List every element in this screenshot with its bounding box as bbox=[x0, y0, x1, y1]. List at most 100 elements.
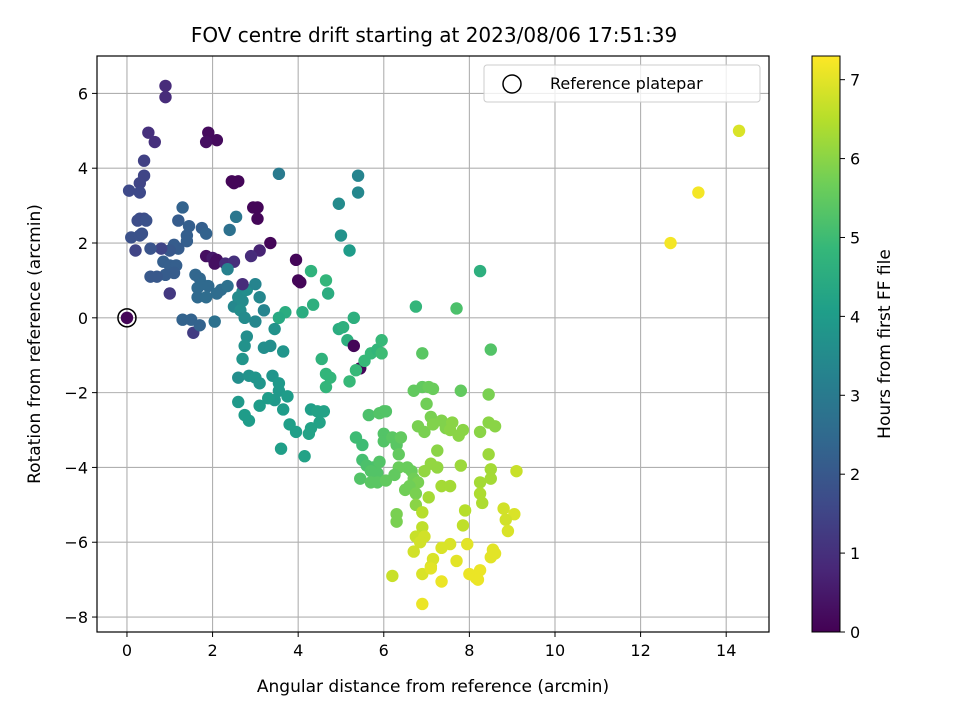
data-point bbox=[473, 487, 487, 500]
data-point bbox=[473, 264, 487, 278]
data-point bbox=[392, 448, 405, 461]
reference-point-dot bbox=[120, 311, 134, 325]
x-tick-label: 12 bbox=[630, 641, 650, 660]
data-point bbox=[452, 429, 465, 442]
data-point bbox=[319, 274, 333, 287]
data-point bbox=[202, 126, 215, 139]
data-point bbox=[394, 431, 408, 444]
data-point bbox=[264, 236, 277, 250]
data-point bbox=[488, 547, 502, 560]
data-point bbox=[281, 390, 294, 403]
data-point bbox=[251, 212, 264, 225]
colorbar: 0 1 2 3 4 5 6 7 Hours from first FF file bbox=[811, 55, 895, 642]
data-point bbox=[364, 464, 378, 478]
colorbar-ticks: 0 1 2 3 4 5 6 7 bbox=[840, 71, 860, 642]
x-tick-label: 8 bbox=[464, 641, 474, 660]
data-point bbox=[176, 313, 189, 326]
y-tick-label: 6 bbox=[78, 84, 88, 103]
data-point bbox=[229, 210, 243, 224]
data-point bbox=[232, 371, 245, 384]
reference-point bbox=[117, 308, 137, 328]
data-point bbox=[324, 371, 337, 384]
data-point bbox=[418, 425, 431, 439]
data-point bbox=[236, 352, 249, 366]
legend-entry-reference: Reference platepar bbox=[550, 74, 703, 93]
data-point bbox=[416, 521, 429, 534]
data-point bbox=[140, 214, 153, 227]
data-point bbox=[202, 279, 215, 293]
data-point bbox=[262, 392, 275, 405]
data-point bbox=[223, 223, 236, 237]
data-point bbox=[431, 461, 444, 474]
data-point bbox=[236, 294, 249, 308]
colorbar-gradient bbox=[811, 55, 841, 633]
colorbar-tick-label: 0 bbox=[850, 623, 860, 642]
data-point bbox=[413, 536, 427, 549]
data-point bbox=[276, 345, 290, 358]
data-point bbox=[351, 186, 365, 199]
chart-title: FOV centre drift starting at 2023/08/06 … bbox=[191, 23, 677, 47]
x-tick-label: 6 bbox=[379, 641, 389, 660]
data-point bbox=[298, 450, 311, 463]
data-point bbox=[431, 444, 444, 457]
data-point bbox=[315, 352, 328, 366]
data-point bbox=[407, 545, 420, 558]
data-point bbox=[501, 524, 515, 538]
data-point bbox=[482, 388, 495, 401]
data-point bbox=[221, 262, 234, 276]
data-point bbox=[373, 455, 386, 469]
colorbar-tick-label: 6 bbox=[850, 150, 860, 169]
data-point bbox=[159, 90, 172, 104]
data-point bbox=[435, 575, 448, 588]
data-points bbox=[122, 79, 746, 611]
data-point bbox=[210, 287, 224, 300]
data-point bbox=[131, 214, 144, 227]
data-point bbox=[144, 242, 157, 255]
data-point bbox=[454, 459, 468, 472]
data-point bbox=[242, 414, 256, 427]
data-point bbox=[409, 487, 423, 500]
data-point bbox=[191, 291, 204, 304]
data-point bbox=[289, 253, 303, 267]
data-point bbox=[484, 472, 497, 485]
legend-box bbox=[483, 64, 761, 103]
data-point bbox=[347, 311, 361, 325]
data-point bbox=[208, 315, 221, 328]
data-point bbox=[122, 184, 136, 197]
data-point bbox=[289, 425, 303, 439]
data-point bbox=[193, 319, 206, 332]
legend: Reference platepar bbox=[483, 64, 761, 103]
legend-reference-marker bbox=[502, 74, 522, 94]
data-point bbox=[135, 227, 149, 240]
data-point bbox=[461, 537, 474, 551]
data-point bbox=[240, 330, 254, 343]
data-point bbox=[236, 277, 249, 291]
x-tick-label: 14 bbox=[716, 641, 736, 660]
data-point bbox=[510, 464, 523, 478]
data-point bbox=[238, 339, 251, 353]
data-point bbox=[294, 276, 307, 289]
data-point bbox=[133, 186, 147, 199]
y-tick-label: −2 bbox=[64, 384, 88, 403]
data-point bbox=[435, 479, 448, 493]
data-point bbox=[232, 395, 245, 409]
y-tick-label: 0 bbox=[78, 309, 88, 328]
data-point bbox=[692, 186, 705, 199]
data-point bbox=[253, 399, 266, 412]
data-point bbox=[458, 504, 472, 517]
colorbar-tick-label: 1 bbox=[850, 544, 860, 563]
data-point bbox=[191, 281, 204, 295]
data-point bbox=[388, 468, 401, 482]
data-point bbox=[332, 197, 346, 210]
y-axis-label: Rotation from reference (arcmin) bbox=[25, 204, 45, 484]
data-point bbox=[343, 244, 356, 257]
data-point bbox=[182, 219, 196, 233]
data-point bbox=[238, 311, 251, 325]
data-point bbox=[473, 476, 487, 489]
colorbar-tick-label: 7 bbox=[850, 71, 860, 90]
data-point bbox=[334, 229, 348, 242]
colorbar-tick-label: 4 bbox=[850, 307, 860, 326]
data-point bbox=[664, 236, 677, 250]
data-point bbox=[351, 169, 365, 182]
